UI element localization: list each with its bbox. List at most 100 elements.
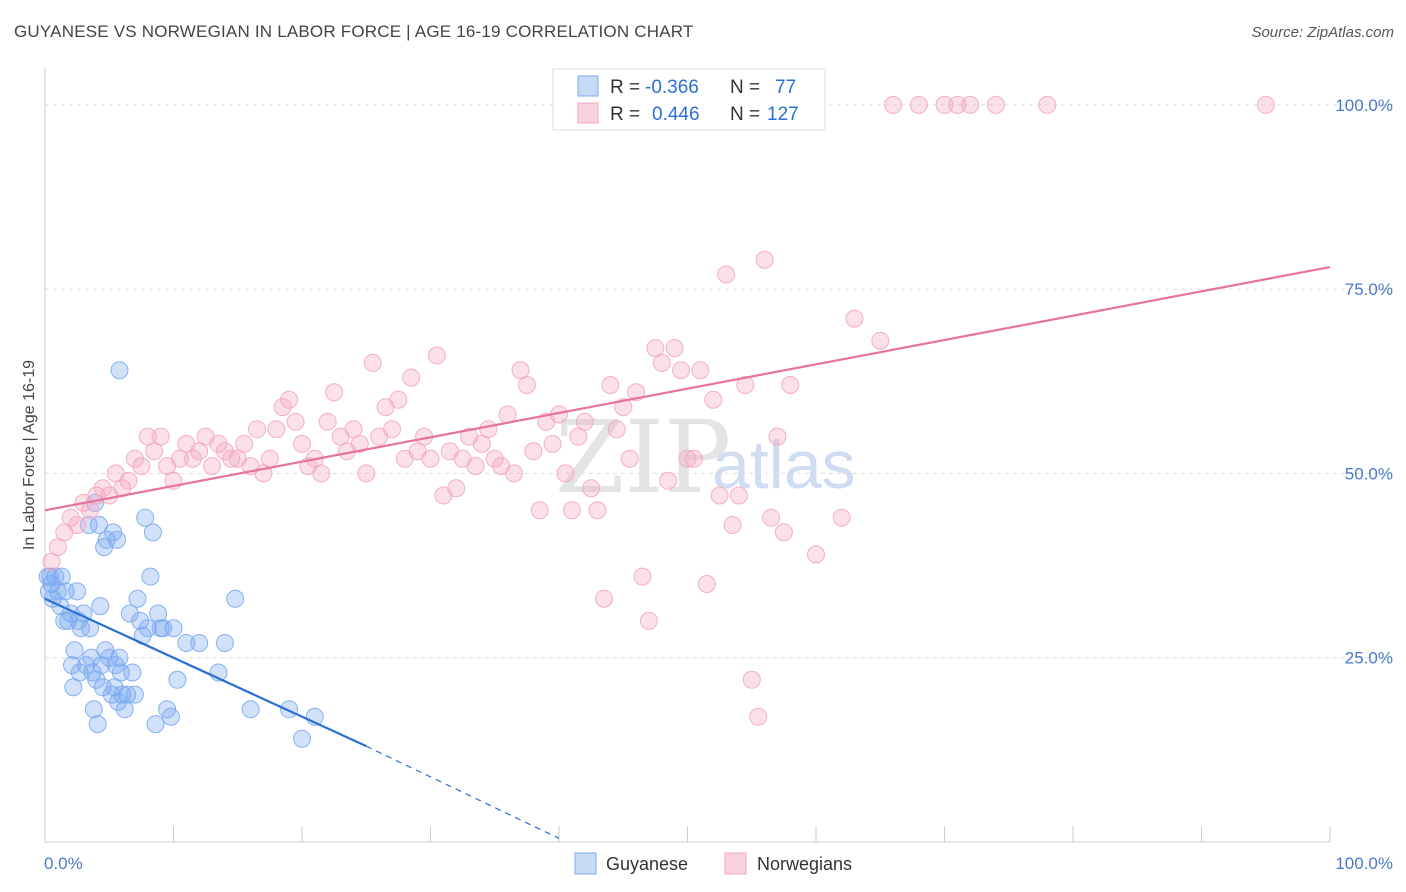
norwegians-point — [543, 434, 562, 453]
norwegians-point — [363, 353, 382, 372]
norwegians-point — [562, 501, 581, 520]
norwegians-point — [736, 376, 755, 394]
norwegians-point — [665, 339, 684, 358]
guyanese-point — [161, 707, 180, 726]
norwegians-point — [672, 361, 691, 380]
norwegians-point — [723, 516, 742, 534]
legend-swatch-norwegians — [577, 102, 599, 124]
guyanese-point — [113, 685, 132, 704]
guyanese-point — [143, 523, 162, 542]
norwegians-point — [845, 309, 864, 328]
guyanese-point — [118, 685, 137, 704]
norwegians-point — [517, 376, 536, 394]
norwegians-point — [248, 420, 266, 439]
norwegians-point — [639, 611, 658, 630]
norwegians-point — [273, 398, 292, 417]
norwegians-point — [293, 434, 311, 453]
guyanese-point — [52, 567, 71, 586]
norwegians-point — [749, 707, 768, 726]
norwegians-point — [505, 464, 523, 483]
norwegians-point — [93, 479, 112, 498]
guyanese-point — [88, 715, 107, 734]
guyanese-point — [65, 641, 84, 660]
guyanese-point — [136, 508, 155, 527]
guyanese-point — [115, 700, 134, 719]
norwegians-point — [203, 457, 222, 476]
norwegians-point — [697, 575, 716, 593]
norwegians-point — [832, 508, 851, 527]
guyanese-point — [177, 634, 196, 652]
norwegians-point — [607, 420, 626, 439]
guyanese-point — [110, 361, 129, 380]
y-tick-labels: 25.0% 50.0% 75.0% 100.0% — [1335, 96, 1393, 668]
guyanese-point — [70, 663, 89, 682]
y-tick-label: 100.0% — [1335, 96, 1393, 115]
norwegians-point — [209, 434, 228, 453]
guyanese-point — [293, 729, 311, 748]
norwegians-point — [235, 434, 254, 453]
y-axis-title: In Labor Force | Age 16-19 — [21, 360, 38, 550]
norwegians-point — [151, 427, 170, 446]
norwegians-point — [807, 545, 825, 564]
guyanese-point — [100, 648, 119, 667]
bottom-legend-label-guyanese: Guyanese — [606, 854, 688, 874]
guyanese-point — [141, 567, 160, 586]
norwegians-point — [318, 412, 337, 431]
norwegians-point — [678, 449, 697, 468]
norwegians-point — [614, 398, 633, 417]
guyanese-point — [226, 589, 245, 608]
bottom-legend-swatch-guyanese — [574, 852, 597, 875]
guyanese-point — [146, 715, 165, 734]
norwegians-point — [222, 449, 241, 468]
guyanese-point — [97, 530, 116, 549]
guyanese-point — [215, 634, 234, 652]
guyanese-point — [90, 516, 108, 534]
chart-title: GUYANESE VS NORWEGIAN IN LABOR FORCE | A… — [14, 22, 694, 41]
x-ticks — [173, 826, 1331, 842]
norwegians-point — [871, 331, 890, 350]
norwegians-point — [961, 95, 980, 114]
norwegians-point — [768, 427, 787, 446]
norwegians-point — [659, 471, 678, 490]
norwegians-point — [119, 471, 138, 490]
norwegians-point — [556, 464, 575, 483]
legend-r-value-norwegians: 0.446 — [652, 104, 700, 125]
guyanese-point — [125, 685, 144, 704]
norwegians-point — [704, 390, 723, 409]
norwegians-point — [280, 390, 299, 409]
guyanese-point — [131, 611, 150, 630]
norwegians-point — [524, 442, 543, 461]
guyanese-point — [48, 582, 67, 601]
norwegians-point — [125, 449, 144, 468]
norwegians-point — [755, 250, 774, 269]
norwegians-point — [42, 552, 61, 571]
bottom-legend-swatch-norwegians — [724, 852, 747, 875]
norwegians-point — [684, 449, 703, 468]
norwegians-point — [530, 501, 549, 520]
legend-r-label-guyanese: R = — [610, 77, 640, 98]
norwegians-point — [350, 434, 369, 453]
norwegians-point — [1038, 95, 1057, 114]
guyanese-point — [241, 700, 260, 719]
norwegians-point — [948, 95, 967, 114]
norwegians-point — [267, 420, 286, 439]
y-tick-label: 50.0% — [1345, 464, 1393, 483]
legend-n-label-guyanese: N = — [730, 77, 760, 98]
guyanese-point — [110, 648, 129, 667]
norwegians-point — [652, 353, 671, 372]
guyanese-point — [68, 582, 87, 601]
guyanese-point — [190, 634, 209, 652]
norwegians-point — [479, 420, 498, 439]
norwegians-point — [447, 479, 466, 498]
trend-lines — [44, 265, 1331, 839]
norwegians-point — [61, 508, 80, 527]
norwegians-point — [68, 516, 87, 534]
guyanese-point — [91, 597, 110, 616]
x-tick-label-min: 0.0% — [44, 854, 83, 873]
guyanese-point — [63, 656, 81, 675]
guyanese-trend-line-extension — [365, 745, 560, 839]
guyanese-point — [92, 656, 111, 675]
guyanese-trend-line — [44, 597, 367, 748]
legend-n-value-norwegians: 127 — [767, 104, 799, 125]
